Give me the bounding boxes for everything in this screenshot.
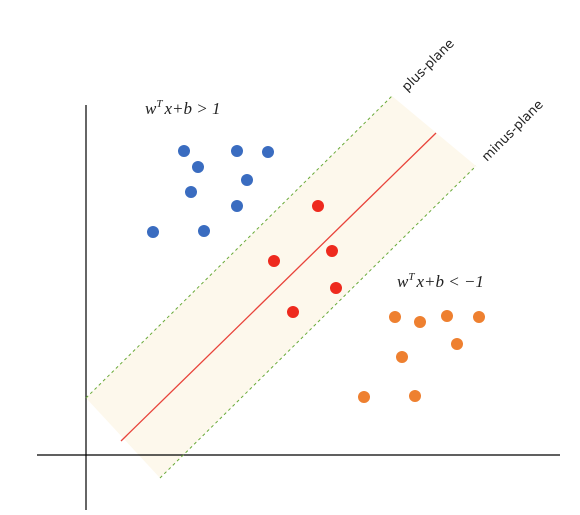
formula-rest: x+b < −1 [415, 272, 483, 291]
formula-rest: x+b > 1 [163, 99, 220, 118]
hyperplane [120, 132, 437, 442]
negative-formula: wT x+b < −1 [397, 271, 484, 291]
margin-band [86, 96, 476, 478]
support-points [268, 200, 342, 318]
formula-base: w [145, 99, 157, 118]
minus-plane-label: minus-plane [479, 97, 546, 164]
positive-formula: wT x+b > 1 [145, 98, 220, 118]
negative-points [358, 310, 485, 403]
formula-base: w [397, 272, 409, 291]
formula-sup: T [156, 98, 163, 110]
plus-plane-label: plus-plane [399, 36, 457, 94]
formula-sup: T [408, 271, 415, 283]
positive-points [147, 145, 274, 238]
minus-plane-line [159, 165, 477, 479]
